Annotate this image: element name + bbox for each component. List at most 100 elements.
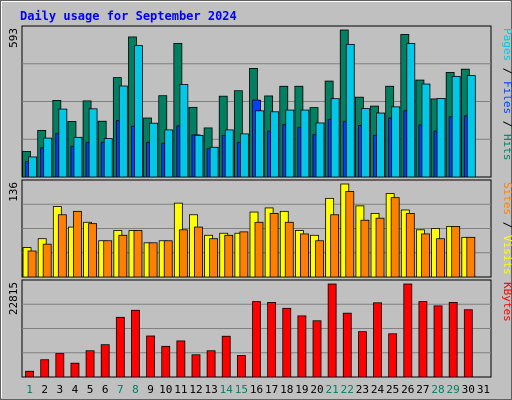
day-label-16: 16 — [250, 383, 263, 396]
bar-kbytes-kbytes-day-20 — [312, 320, 322, 378]
day-label-15: 15 — [235, 383, 248, 396]
bar-hits-pages-day-2 — [43, 137, 53, 178]
day-label-23: 23 — [356, 383, 369, 396]
bar-visits-sites-day-29 — [451, 225, 461, 278]
panel-hits-ylabel-part-4: Hits — [501, 134, 512, 161]
bar-hits-pages-day-26 — [406, 42, 416, 178]
bar-kbytes-kbytes-day-5 — [85, 350, 95, 378]
panel-visits-ylabel-part-0: Sites — [501, 182, 512, 215]
day-label-31: 31 — [477, 383, 490, 396]
bar-hits-pages-day-30 — [466, 75, 476, 178]
day-label-20: 20 — [310, 383, 323, 396]
bar-visits-sites-day-8 — [133, 230, 143, 278]
bar-visits-sites-day-9 — [148, 242, 158, 278]
bar-visits-sites-day-14 — [224, 234, 234, 278]
panel-hits-ylabel-part-2: Files — [501, 81, 512, 114]
bar-hits-pages-day-14 — [224, 129, 234, 178]
day-label-27: 27 — [416, 383, 429, 396]
bar-hits-pages-day-9 — [149, 122, 159, 178]
bar-visits-sites-day-20 — [315, 240, 324, 278]
bar-hits-pages-day-7 — [118, 85, 128, 178]
day-label-10: 10 — [159, 383, 172, 396]
bar-visits-sites-day-24 — [375, 217, 385, 278]
bar-kbytes-kbytes-day-6 — [100, 344, 110, 378]
day-label-12: 12 — [189, 383, 202, 396]
bar-kbytes-kbytes-day-21 — [327, 283, 337, 378]
bar-hits-pages-day-16 — [255, 110, 264, 178]
bar-visits-sites-day-12 — [194, 226, 203, 278]
day-label-13: 13 — [204, 383, 217, 396]
panel-hits-ylabel-part-0: Pages — [501, 28, 512, 61]
bar-kbytes-kbytes-day-19 — [297, 315, 307, 378]
day-label-21: 21 — [326, 383, 339, 396]
day-label-4: 4 — [72, 383, 79, 396]
panel-hits-ylabel-part-3: / — [501, 114, 512, 134]
bar-kbytes-kbytes-day-7 — [115, 316, 125, 378]
bar-kbytes-kbytes-day-29 — [448, 301, 458, 378]
bar-visits-sites-day-26 — [405, 212, 415, 278]
bar-visits-sites-day-17 — [269, 212, 279, 278]
day-label-3: 3 — [57, 383, 64, 396]
day-label-18: 18 — [280, 383, 293, 396]
bar-hits-pages-day-15 — [239, 133, 249, 178]
chart-title: Daily usage for September 2024 — [20, 9, 237, 23]
bar-kbytes-kbytes-day-18 — [282, 307, 292, 378]
bar-visits-sites-day-23 — [360, 219, 370, 278]
bar-kbytes-kbytes-day-26 — [403, 283, 413, 378]
panel-visits: 136 Sites / Visits — [7, 179, 512, 278]
bar-kbytes-kbytes-day-16 — [252, 301, 261, 378]
bar-kbytes-kbytes-day-27 — [418, 301, 428, 378]
bar-hits-pages-day-8 — [134, 45, 143, 178]
bar-hits-pages-day-18 — [285, 109, 295, 178]
bar-visits-sites-day-13 — [209, 238, 219, 278]
day-label-1: 1 — [26, 383, 33, 396]
bar-visits-sites-day-6 — [103, 240, 113, 278]
bar-hits-pages-day-17 — [270, 111, 280, 178]
bar-kbytes-kbytes-day-23 — [357, 331, 367, 378]
day-label-19: 19 — [295, 383, 308, 396]
bar-visits-sites-day-18 — [284, 221, 294, 278]
panel-hits-ylabel-part-1: / — [501, 61, 512, 81]
panel-hits-max-label: 593 — [7, 28, 20, 48]
panel-visits-max-label: 136 — [7, 182, 20, 202]
bar-visits-sites-day-30 — [466, 236, 476, 278]
day-label-14: 14 — [220, 383, 234, 396]
bar-hits-pages-day-24 — [376, 112, 385, 178]
bar-hits-pages-day-22 — [345, 43, 355, 178]
day-label-8: 8 — [132, 383, 139, 396]
bar-kbytes-kbytes-day-12 — [191, 354, 201, 378]
bar-visits-sites-day-1 — [27, 250, 37, 278]
bar-visits-sites-day-15 — [239, 231, 249, 278]
bar-hits-pages-day-25 — [391, 106, 401, 178]
panel-visits-ylabel: Sites / Visits — [501, 182, 512, 275]
day-label-22: 22 — [341, 383, 354, 396]
bar-kbytes-kbytes-day-17 — [267, 301, 277, 378]
bar-visits-sites-day-27 — [421, 233, 430, 278]
bar-visits-sites-day-25 — [390, 197, 400, 278]
bar-kbytes-kbytes-day-8 — [131, 309, 140, 378]
bar-visits-sites-day-28 — [436, 238, 445, 278]
day-label-5: 5 — [87, 383, 94, 396]
panel-hits: 593 Pages / Files / Hits — [7, 25, 512, 178]
day-label-25: 25 — [386, 383, 399, 396]
bar-visits-sites-day-19 — [299, 233, 309, 278]
day-label-11: 11 — [174, 383, 187, 396]
bar-hits-pages-day-28 — [436, 98, 446, 178]
bar-kbytes-kbytes-day-1 — [25, 370, 34, 378]
panel-kbytes-ylabel-part-0: KBytes — [501, 282, 512, 322]
bar-kbytes-kbytes-day-13 — [206, 350, 216, 378]
bar-kbytes-kbytes-day-24 — [373, 302, 382, 378]
bar-kbytes-kbytes-day-15 — [236, 355, 246, 378]
bar-hits-pages-day-21 — [330, 98, 340, 178]
day-label-26: 26 — [401, 383, 414, 396]
bar-visits-sites-day-11 — [178, 229, 188, 278]
day-label-30: 30 — [462, 383, 475, 396]
day-label-24: 24 — [371, 383, 385, 396]
bar-visits-sites-day-16 — [254, 221, 264, 278]
day-label-6: 6 — [102, 383, 109, 396]
bar-visits-sites-day-3 — [57, 214, 67, 278]
bar-kbytes-kbytes-day-4 — [70, 362, 80, 378]
bar-hits-pages-day-13 — [209, 146, 219, 178]
